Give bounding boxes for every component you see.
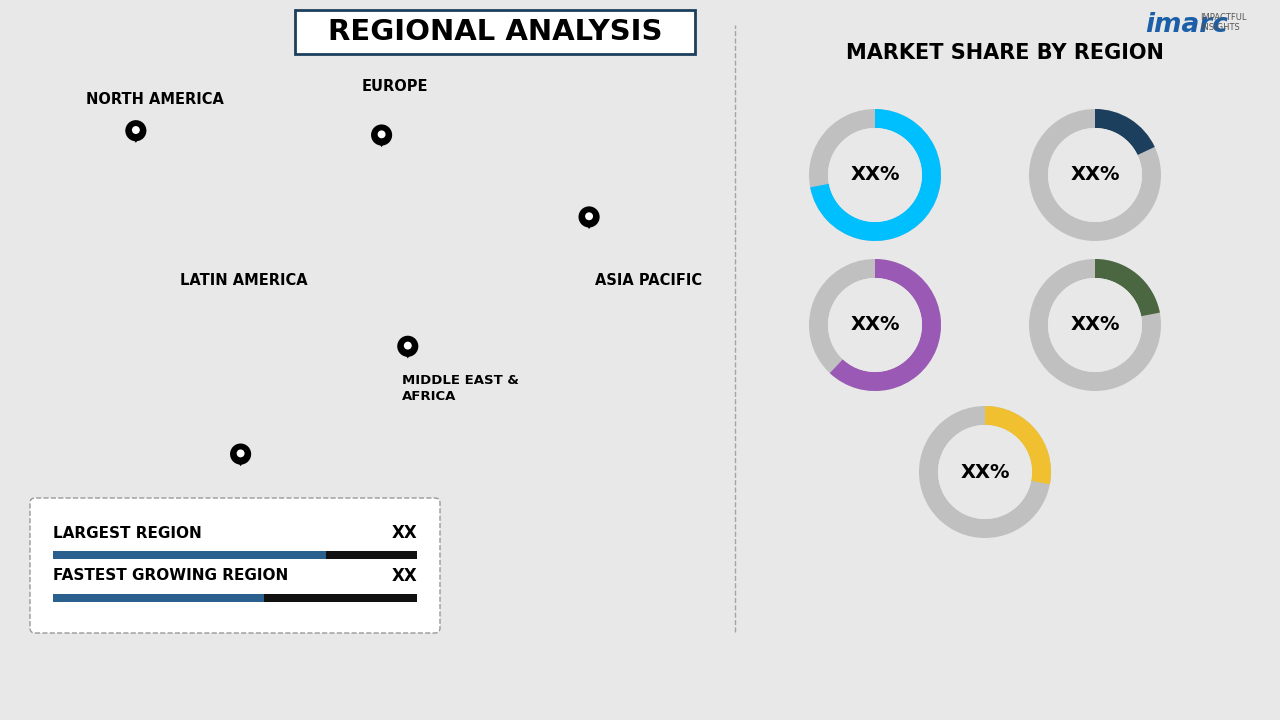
Wedge shape: [919, 406, 1051, 538]
Circle shape: [1048, 128, 1142, 222]
Polygon shape: [399, 346, 416, 359]
Text: XX%: XX%: [1070, 315, 1120, 335]
Text: REGIONAL ANALYSIS: REGIONAL ANALYSIS: [328, 18, 662, 46]
Text: XX%: XX%: [960, 462, 1010, 482]
Wedge shape: [1029, 259, 1161, 391]
Bar: [52, 594, 264, 602]
Circle shape: [132, 126, 140, 134]
Circle shape: [378, 130, 385, 138]
Wedge shape: [1094, 259, 1160, 316]
Polygon shape: [128, 131, 145, 143]
Polygon shape: [232, 454, 248, 466]
Circle shape: [237, 449, 244, 457]
Wedge shape: [1029, 109, 1161, 241]
Polygon shape: [374, 135, 390, 147]
FancyBboxPatch shape: [29, 498, 440, 633]
Circle shape: [585, 212, 593, 220]
Wedge shape: [986, 406, 1051, 485]
Text: imarc: imarc: [1146, 12, 1228, 38]
Circle shape: [938, 425, 1032, 519]
Text: MIDDLE EAST &
AFRICA: MIDDLE EAST & AFRICA: [402, 374, 518, 403]
Text: EUROPE: EUROPE: [361, 79, 428, 94]
Circle shape: [371, 125, 392, 145]
Text: NORTH AMERICA: NORTH AMERICA: [86, 92, 224, 107]
Text: INSIGHTS: INSIGHTS: [1201, 23, 1240, 32]
Wedge shape: [809, 259, 941, 391]
Text: XX: XX: [392, 567, 417, 585]
Circle shape: [579, 207, 599, 228]
Circle shape: [125, 120, 146, 141]
Wedge shape: [1094, 109, 1155, 155]
Text: XX%: XX%: [850, 166, 900, 184]
Text: LATIN AMERICA: LATIN AMERICA: [180, 274, 307, 288]
Circle shape: [230, 444, 251, 464]
Text: FASTEST GROWING REGION: FASTEST GROWING REGION: [52, 569, 288, 583]
FancyBboxPatch shape: [294, 10, 695, 54]
Circle shape: [828, 128, 922, 222]
Text: IMPACTFUL: IMPACTFUL: [1201, 13, 1247, 22]
Bar: [264, 594, 417, 602]
Text: XX%: XX%: [1070, 166, 1120, 184]
Wedge shape: [809, 109, 941, 241]
Wedge shape: [810, 109, 941, 241]
Circle shape: [1048, 278, 1142, 372]
Text: ASIA PACIFIC: ASIA PACIFIC: [595, 274, 703, 288]
Circle shape: [403, 342, 412, 350]
Wedge shape: [829, 259, 941, 391]
Text: MARKET SHARE BY REGION: MARKET SHARE BY REGION: [846, 43, 1164, 63]
Polygon shape: [581, 217, 598, 229]
Bar: [52, 551, 326, 559]
Circle shape: [828, 278, 922, 372]
Text: XX%: XX%: [850, 315, 900, 335]
Text: XX: XX: [392, 524, 417, 542]
Text: LARGEST REGION: LARGEST REGION: [52, 526, 202, 541]
Circle shape: [397, 336, 419, 357]
Bar: [326, 551, 417, 559]
